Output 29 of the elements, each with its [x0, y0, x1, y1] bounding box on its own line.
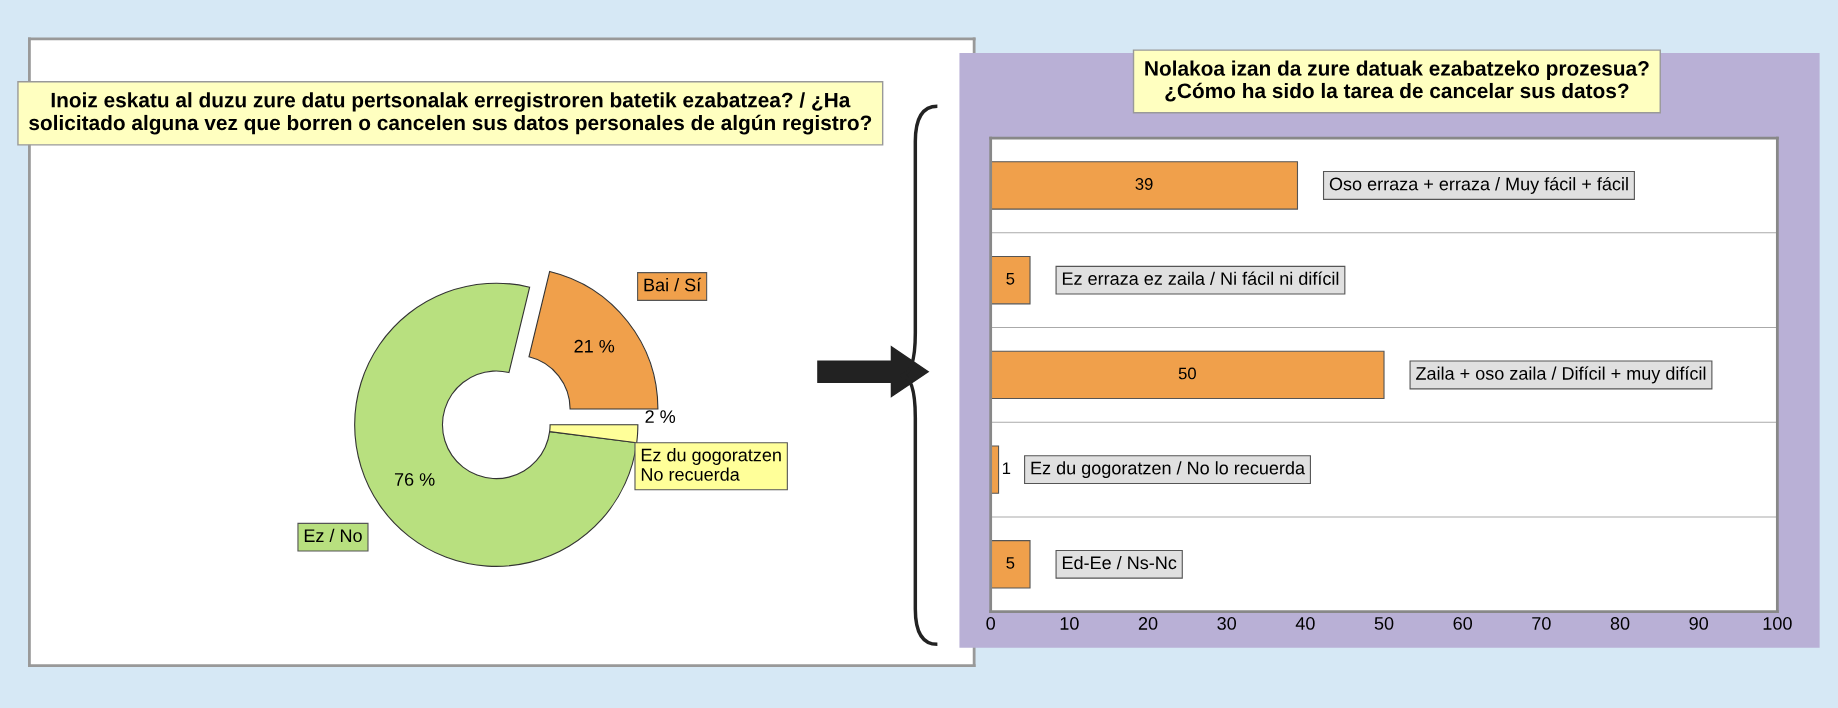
slice-label: Ez du gogoratzen No recuerda	[641, 448, 781, 481]
slice-label: Bai / Sí	[644, 277, 702, 292]
slice-label: Ez / No	[304, 528, 362, 543]
y-tick-label: Oso erraza + erraza / Muy fácil + fácil	[1329, 176, 1628, 194]
x-tick-label: 50	[1374, 617, 1394, 630]
y-tick-label: Ez du gogoratzen / No lo recuerda	[1031, 461, 1306, 479]
x-tick-label: 60	[1453, 617, 1473, 630]
y-tick-label: Ez erraza ez zaila / Ni fácil ni difícil	[1062, 271, 1339, 285]
x-tick-label: 80	[1610, 617, 1630, 630]
chart-title: Nolakoa izan da zure datuak ezabatzeko prozesua? ¿Cómo ha sido la tarea de cancelar sus datos?	[1145, 60, 1649, 102]
chart-title: Inoiz eskatu al duzu zure datu pertsonalak erregistroren batetik ezabatzea? / ¿Ha solicitado alguna vez que borren o cancelen sus datos personales de algún registro?	[29, 92, 872, 135]
data-label: 50	[1178, 367, 1196, 380]
data-label: 21 %	[574, 339, 615, 353]
y-tick-label: Zaila + oso zaila / Difícil + muy difícil	[1416, 366, 1706, 384]
x-tick-label: 30	[1217, 617, 1237, 630]
data-label: 76 %	[394, 473, 435, 486]
x-tick-label: 0	[986, 617, 995, 630]
x-tick-label: 40	[1295, 617, 1315, 630]
y-tick-label: Ed-Ee / Ns-Nc	[1062, 555, 1177, 570]
x-tick-label: 100	[1763, 617, 1792, 630]
x-tick-label: 20	[1138, 617, 1158, 630]
data-label: 2 %	[645, 410, 676, 423]
data-label: 5	[1006, 273, 1015, 285]
x-tick-label: 90	[1689, 617, 1709, 630]
x-tick-label: 70	[1532, 617, 1551, 630]
data-label: 5	[1006, 557, 1015, 569]
data-label: 1	[1002, 462, 1011, 474]
data-label: 39	[1135, 178, 1153, 190]
x-tick-label: 10	[1060, 617, 1079, 630]
